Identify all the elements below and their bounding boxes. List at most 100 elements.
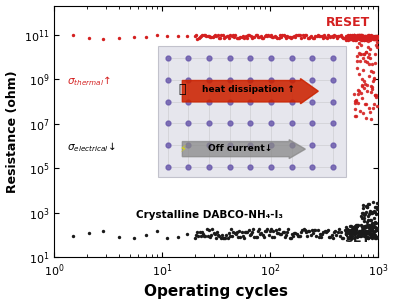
Point bbox=[309, 228, 315, 232]
Point bbox=[215, 232, 221, 237]
Point bbox=[214, 33, 221, 38]
Point bbox=[330, 236, 336, 241]
Point bbox=[363, 36, 370, 41]
Point bbox=[358, 223, 364, 228]
Point bbox=[345, 228, 351, 233]
Point bbox=[364, 35, 370, 40]
Point bbox=[362, 81, 368, 86]
Point bbox=[373, 37, 379, 42]
Point bbox=[143, 34, 149, 39]
Point bbox=[357, 52, 363, 57]
Point bbox=[361, 230, 368, 235]
Point bbox=[360, 56, 366, 61]
Point bbox=[366, 224, 373, 229]
Point bbox=[341, 228, 348, 233]
Point bbox=[271, 33, 278, 38]
Point bbox=[313, 234, 320, 239]
Point bbox=[355, 41, 362, 45]
Point bbox=[337, 233, 343, 238]
Point bbox=[364, 83, 370, 88]
Point bbox=[260, 233, 266, 238]
Point bbox=[331, 229, 337, 234]
Point bbox=[321, 33, 327, 38]
Point bbox=[343, 231, 349, 236]
Point bbox=[330, 34, 336, 39]
Point bbox=[370, 200, 376, 205]
Point bbox=[209, 227, 216, 231]
Point bbox=[357, 232, 363, 237]
Point bbox=[343, 230, 349, 235]
Point bbox=[359, 82, 366, 87]
Point bbox=[335, 34, 341, 39]
Point bbox=[195, 36, 202, 41]
Point bbox=[363, 229, 369, 234]
Point bbox=[354, 223, 360, 228]
Point bbox=[264, 34, 270, 39]
Point bbox=[353, 34, 360, 39]
Point bbox=[368, 227, 375, 232]
Point bbox=[266, 34, 273, 38]
Point bbox=[184, 34, 190, 39]
Point bbox=[369, 226, 375, 231]
Point bbox=[374, 228, 380, 233]
Point bbox=[355, 92, 361, 96]
Point bbox=[359, 36, 365, 41]
Point bbox=[359, 38, 365, 42]
Point bbox=[231, 34, 237, 39]
Point bbox=[292, 231, 299, 235]
Point bbox=[316, 235, 322, 239]
Point bbox=[359, 32, 365, 37]
Point bbox=[374, 103, 380, 108]
Point bbox=[359, 77, 365, 81]
Point bbox=[345, 33, 351, 38]
Point bbox=[221, 36, 227, 41]
Point bbox=[323, 36, 330, 41]
Point bbox=[333, 232, 340, 237]
Point bbox=[232, 33, 238, 38]
Point bbox=[194, 36, 201, 41]
Point bbox=[204, 34, 211, 38]
Point bbox=[362, 228, 368, 233]
Point bbox=[206, 228, 212, 232]
Point bbox=[302, 33, 308, 38]
Point bbox=[368, 211, 374, 216]
Point bbox=[355, 101, 361, 106]
Point bbox=[369, 34, 375, 39]
Point bbox=[154, 228, 161, 233]
Point bbox=[347, 37, 353, 42]
Point bbox=[327, 34, 334, 39]
Point bbox=[344, 38, 351, 42]
Point bbox=[357, 231, 364, 235]
Point bbox=[207, 34, 213, 39]
Point bbox=[357, 42, 364, 47]
Point bbox=[266, 229, 273, 234]
Point bbox=[281, 230, 287, 235]
Point bbox=[370, 232, 377, 237]
Point bbox=[370, 70, 376, 74]
Point bbox=[290, 234, 296, 239]
Point bbox=[366, 61, 372, 66]
Point bbox=[372, 211, 379, 216]
Point bbox=[241, 236, 247, 241]
Point bbox=[352, 114, 359, 119]
Point bbox=[277, 232, 283, 237]
Point bbox=[336, 226, 342, 231]
Point bbox=[344, 226, 351, 231]
Point bbox=[373, 221, 379, 226]
Point bbox=[362, 223, 368, 228]
Point bbox=[335, 230, 341, 235]
Point bbox=[363, 224, 370, 229]
Point bbox=[367, 109, 374, 114]
Point bbox=[286, 235, 293, 240]
Point bbox=[358, 214, 364, 218]
Point bbox=[193, 32, 199, 37]
Point bbox=[364, 235, 370, 240]
Point bbox=[354, 234, 361, 239]
Point bbox=[357, 232, 364, 237]
Point bbox=[364, 218, 371, 223]
Point bbox=[365, 33, 371, 38]
Point bbox=[307, 35, 313, 40]
Point bbox=[175, 33, 181, 38]
Point bbox=[100, 36, 106, 41]
Point bbox=[195, 234, 201, 239]
